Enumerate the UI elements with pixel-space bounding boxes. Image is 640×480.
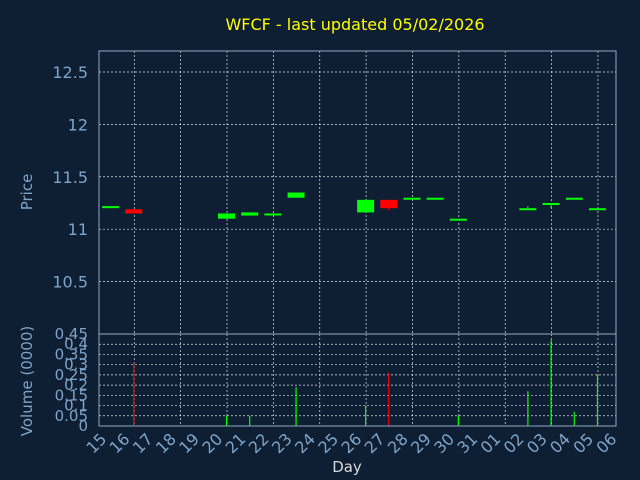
volume-tick-label: 0.3 <box>64 356 88 374</box>
volume-tick-label: 0.15 <box>55 386 88 404</box>
price-tick-label: 12.5 <box>52 63 88 82</box>
x-axis-label: Day <box>332 458 362 476</box>
candle-body-27 <box>380 199 398 209</box>
volume-bars <box>133 340 599 426</box>
candle-body-21 <box>241 212 259 216</box>
price-tick-labels: 10.5 11 11.5 12 12.5 <box>52 63 88 292</box>
candle-body-05 <box>588 208 606 211</box>
candle-body-28 <box>403 197 421 200</box>
price-grid <box>99 51 616 334</box>
price-tick-label: 12 <box>68 115 88 134</box>
candle-body-29 <box>426 197 444 200</box>
candle-body-23 <box>287 192 305 198</box>
chart-title: WFCF - last updated 05/02/2026 <box>225 15 484 34</box>
candle-body-26 <box>357 199 375 213</box>
price-candles <box>102 192 606 221</box>
volume-tick-label: 0.25 <box>55 366 88 384</box>
volume-grid <box>99 333 616 427</box>
candle-body-03 <box>542 202 560 205</box>
candle-body-16 <box>125 209 143 214</box>
price-axis-label: Price <box>18 174 36 211</box>
price-plot-frame <box>98 50 617 335</box>
volume-plot-frame <box>98 333 617 427</box>
price-tick-label: 10.5 <box>52 273 88 292</box>
price-tick-label: 11 <box>68 220 88 239</box>
volume-tick-label: 0.45 <box>55 325 88 343</box>
volume-tick-label: 0.35 <box>55 345 88 363</box>
candle-body-22 <box>264 213 282 216</box>
volume-axis-label: Volume (0000) <box>18 326 36 436</box>
volume-tick-label: 0 <box>78 417 88 435</box>
candle-body-15 <box>102 206 120 209</box>
volume-tick-label: 0.1 <box>64 397 88 415</box>
candle-body-04 <box>565 197 583 200</box>
candle-body-30 <box>449 218 467 221</box>
volume-tick-label: 0.2 <box>64 376 88 394</box>
candle-body-02 <box>519 208 537 211</box>
volume-tick-label: 0.4 <box>64 335 88 353</box>
volume-tick-labels: 00.050.10.150.20.250.30.350.40.45 <box>55 325 88 435</box>
volume-tick-label: 0.05 <box>55 407 88 425</box>
day-tick-label: 06 <box>593 429 621 457</box>
candle-body-20 <box>218 213 236 219</box>
price-tick-label: 11.5 <box>52 168 88 187</box>
day-tick-labels: 1516171819202122232425262728293031010203… <box>82 429 620 457</box>
